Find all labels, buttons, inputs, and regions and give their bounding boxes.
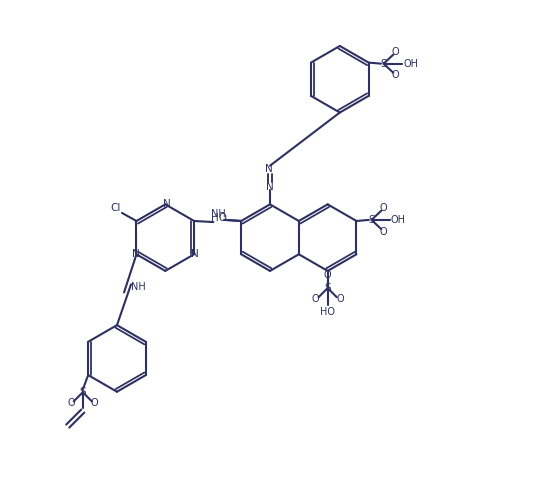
Text: S: S [79,387,86,397]
Text: S: S [368,215,375,225]
Text: N: N [163,199,170,209]
Text: S: S [325,283,331,293]
Text: NH: NH [211,209,226,219]
Text: O: O [67,398,75,408]
Text: S: S [380,59,387,69]
Text: HO: HO [211,213,227,223]
Text: OH: OH [403,59,418,69]
Text: O: O [392,70,399,81]
Text: N: N [132,249,139,259]
Text: O: O [336,294,344,304]
Text: O: O [324,270,332,280]
Text: N: N [265,164,273,174]
Text: O: O [91,398,98,408]
Text: HO: HO [320,307,335,317]
Text: O: O [392,47,399,57]
Text: OH: OH [391,215,406,225]
Text: N: N [266,182,274,192]
Text: O: O [380,227,387,237]
Text: O: O [380,203,387,213]
Text: N: N [191,249,199,259]
Text: O: O [312,294,319,304]
Text: Cl: Cl [110,203,121,212]
Text: NH: NH [131,282,146,292]
